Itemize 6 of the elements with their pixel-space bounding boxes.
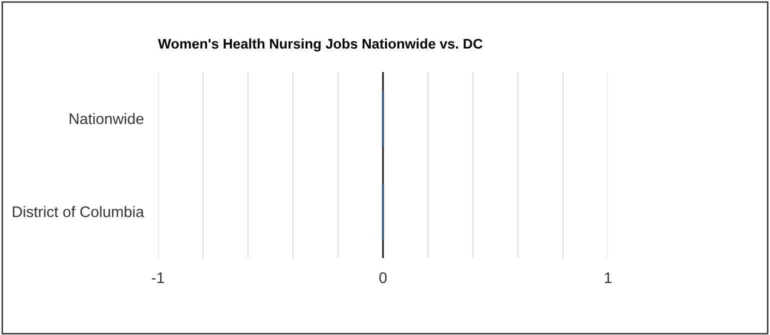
y-tick-label: Nationwide [70,112,144,124]
x-tick-label: 1 [604,272,612,283]
x-tick-label: -1 [152,272,164,283]
chart-title: Women's Health Nursing Jobs Nationwide vs. DC [158,38,482,52]
y-tick-label: District of Columbia [12,206,144,218]
x-tick-label: 0 [379,272,387,284]
